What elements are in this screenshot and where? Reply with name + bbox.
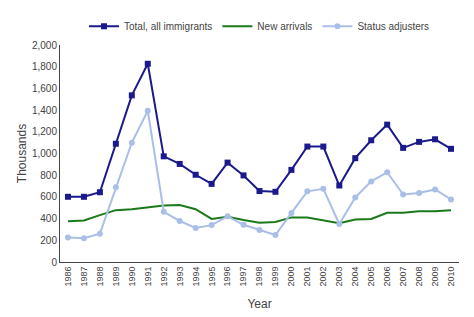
- svg-text:1,800: 1,800: [32, 61, 57, 72]
- svg-text:Total, all immigrants: Total, all immigrants: [124, 21, 212, 32]
- svg-text:2003: 2003: [334, 267, 344, 287]
- svg-text:600: 600: [40, 191, 57, 202]
- svg-text:400: 400: [40, 213, 57, 224]
- svg-text:1988: 1988: [95, 267, 105, 287]
- svg-text:2010: 2010: [446, 267, 456, 287]
- svg-text:2,000: 2,000: [32, 40, 57, 51]
- svg-text:1,200: 1,200: [32, 126, 57, 137]
- svg-text:1,400: 1,400: [32, 105, 57, 116]
- svg-text:2005: 2005: [366, 267, 376, 287]
- svg-text:2002: 2002: [318, 267, 328, 287]
- svg-text:1986: 1986: [63, 267, 73, 287]
- svg-text:1989: 1989: [111, 267, 121, 287]
- svg-text:1999: 1999: [270, 267, 280, 287]
- svg-text:2009: 2009: [430, 267, 440, 287]
- svg-text:1996: 1996: [223, 267, 233, 287]
- svg-text:New arrivals: New arrivals: [257, 21, 312, 32]
- svg-text:2008: 2008: [414, 267, 424, 287]
- svg-text:1995: 1995: [207, 267, 217, 287]
- svg-text:2001: 2001: [302, 267, 312, 287]
- svg-text:0: 0: [51, 257, 57, 268]
- svg-text:1998: 1998: [254, 267, 264, 287]
- svg-text:1990: 1990: [127, 267, 137, 287]
- svg-text:Status adjusters: Status adjusters: [357, 21, 429, 32]
- svg-text:Thousands: Thousands: [15, 124, 29, 183]
- svg-text:200: 200: [40, 235, 57, 246]
- svg-text:1994: 1994: [191, 267, 201, 287]
- svg-text:1991: 1991: [143, 267, 153, 287]
- svg-text:1987: 1987: [79, 267, 89, 287]
- svg-text:1,600: 1,600: [32, 83, 57, 94]
- svg-text:1993: 1993: [175, 267, 185, 287]
- svg-text:2006: 2006: [382, 267, 392, 287]
- svg-text:2004: 2004: [350, 267, 360, 287]
- svg-text:2000: 2000: [286, 267, 296, 287]
- svg-text:800: 800: [40, 170, 57, 181]
- svg-text:1,000: 1,000: [32, 148, 57, 159]
- svg-text:2007: 2007: [398, 267, 408, 287]
- svg-text:1992: 1992: [159, 267, 169, 287]
- svg-text:1997: 1997: [238, 267, 248, 287]
- svg-text:Year: Year: [247, 297, 271, 311]
